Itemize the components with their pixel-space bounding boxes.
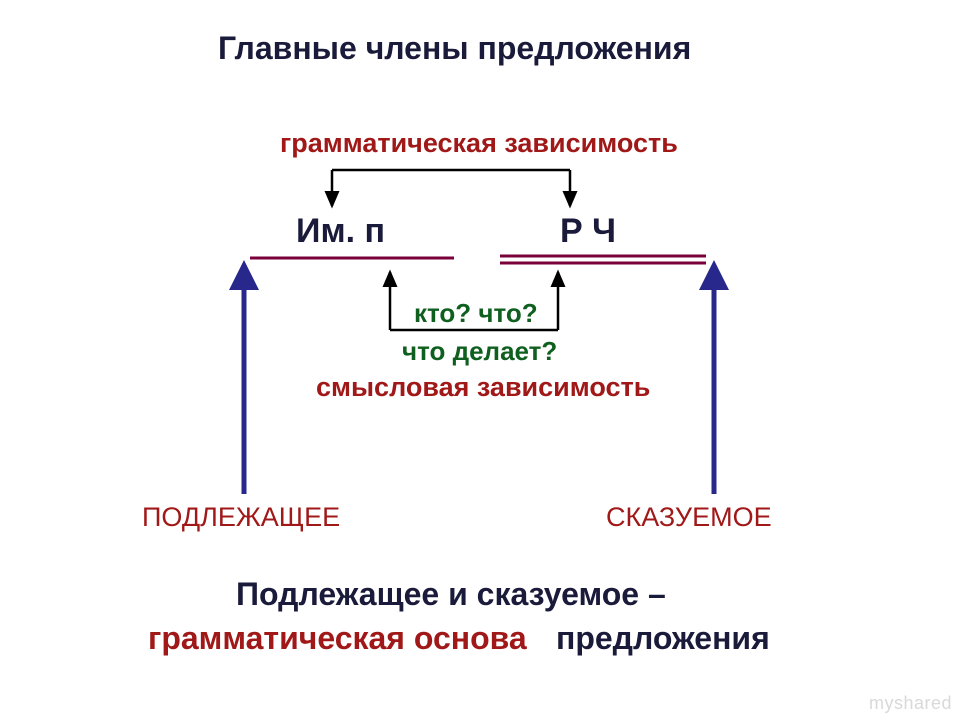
underline-double	[500, 256, 706, 263]
right-term: Р Ч	[560, 212, 616, 251]
watermark: myshared	[869, 693, 952, 714]
left-term: Им. п	[296, 212, 385, 251]
diagram-stage: Главные члены предложения грамматическая…	[0, 0, 960, 720]
footer-line1: Подлежащее и сказуемое –	[236, 576, 666, 613]
chto-delaet-label: что делает?	[402, 336, 557, 367]
predicate-label: СКАЗУЕМОЕ	[606, 502, 772, 533]
title: Главные члены предложения	[218, 30, 691, 67]
bracket-top-arrow	[332, 170, 570, 206]
kto-chto-label: кто? что?	[414, 298, 538, 329]
subject-label: ПОДЛЕЖАЩЕЕ	[142, 502, 340, 533]
gram-dep-label: грамматическая зависимость	[280, 128, 678, 159]
sem-dep-label: смысловая зависимость	[316, 372, 650, 403]
footer-line2-red: грамматическая основа	[148, 620, 527, 657]
footer-line2-black: предложения	[556, 620, 770, 657]
